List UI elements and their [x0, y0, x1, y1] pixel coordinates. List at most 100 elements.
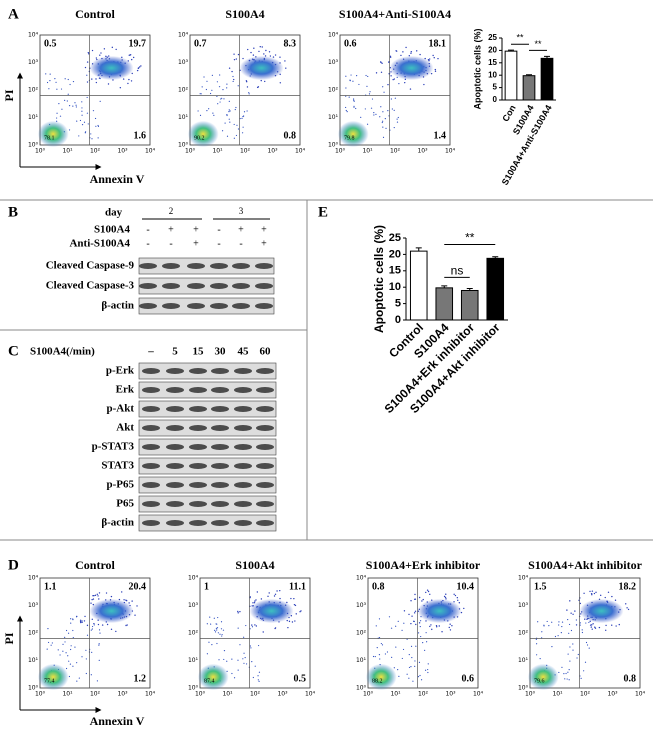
cell-dot: [98, 643, 100, 645]
bar: [486, 257, 505, 321]
cell-dot: [206, 623, 208, 625]
blot-strip: [138, 381, 277, 399]
cell-dot: [90, 629, 92, 631]
cell-dot: [449, 629, 452, 631]
significance-label: ns: [451, 264, 464, 278]
cell-dot: [64, 641, 66, 643]
y-tick-label: 10³: [188, 602, 199, 609]
quadrant-value: 77.4: [44, 678, 55, 684]
time-label: –: [147, 346, 154, 358]
quadrant-value: 90.2: [194, 135, 205, 141]
blot-strip: [138, 400, 277, 418]
x-tick-label: 10³: [445, 691, 456, 698]
cell-dot: [110, 595, 113, 598]
quadrant-value: 1.1: [44, 581, 57, 592]
cell-dot: [255, 625, 258, 627]
cell-dot: [72, 636, 74, 639]
bar: [435, 287, 454, 321]
quadrant-value: 20.4: [129, 581, 147, 592]
blot-row-label: β-actin: [101, 300, 134, 312]
x-tick-label: Con: [500, 103, 517, 123]
cell-dot: [413, 612, 416, 614]
cell-dot: [85, 649, 87, 651]
cell-dot: [231, 70, 233, 73]
cell-dot: [74, 102, 76, 104]
cell-dot: [366, 123, 369, 125]
cell-dot: [414, 593, 416, 596]
bar: [409, 250, 428, 321]
significance-label: **: [465, 231, 475, 245]
cell-dot: [346, 111, 348, 113]
cell-dot: [279, 597, 281, 600]
cell-dot: [381, 644, 384, 646]
cell-dot: [81, 110, 83, 112]
cell-dot: [426, 641, 428, 643]
x-tick-label: 10²: [580, 691, 591, 698]
x-tick-label: 10¹: [212, 148, 223, 155]
blot-strip: [138, 419, 277, 437]
cell-dot: [579, 602, 582, 605]
blot-band: [232, 283, 250, 289]
cell-dot: [206, 80, 208, 82]
cell-dot: [47, 641, 50, 644]
y-axis-label: PI: [2, 89, 16, 101]
cell-dot: [434, 70, 437, 72]
cell-dot: [585, 622, 587, 624]
quadrant-value: 8.3: [284, 38, 297, 49]
blot-band: [210, 283, 228, 289]
cell-dot: [46, 81, 49, 84]
cell-dot: [226, 135, 229, 137]
cell-dot: [50, 644, 52, 646]
time-label: 45: [238, 346, 250, 358]
cell-dot: [390, 98, 392, 100]
cell-dot: [535, 638, 537, 640]
x-tick-label: 10²: [250, 691, 261, 698]
cell-dot: [279, 82, 282, 84]
blot-strip: [138, 297, 275, 315]
cell-dot: [111, 46, 114, 49]
cell-dot: [134, 614, 136, 616]
y-tick-label: 10⁰: [28, 142, 39, 149]
cell-dot: [217, 616, 219, 619]
cell-dot: [95, 57, 98, 59]
cell-dot: [564, 678, 566, 680]
cell-dot: [252, 676, 254, 679]
cell-dot: [425, 632, 427, 634]
y-tick-label: 10³: [178, 59, 189, 66]
panel-letter: D: [8, 557, 19, 573]
cell-dot: [55, 81, 57, 83]
cell-dot: [93, 624, 95, 626]
cell-dot: [246, 86, 249, 88]
error-bar: [508, 49, 514, 52]
cell-dot: [92, 598, 95, 600]
cell-dot: [607, 591, 610, 594]
cell-dot: [79, 619, 82, 621]
cell-dot: [98, 598, 100, 600]
x-tick-label: 10⁰: [35, 691, 46, 698]
cell-dot: [228, 118, 230, 120]
cell-dot: [219, 633, 221, 635]
y-tick-label: 10⁰: [518, 685, 529, 692]
cell-dot: [251, 661, 253, 663]
cell-dot: [274, 593, 277, 595]
cell-dot: [93, 622, 95, 625]
blot-band: [142, 520, 160, 526]
cell-dot: [379, 658, 381, 660]
cell-dot: [85, 658, 87, 660]
cell-dot: [258, 671, 261, 673]
significance-label: **: [516, 33, 524, 43]
cell-dot: [420, 620, 422, 622]
blot-strip: [138, 277, 275, 295]
cell-dot: [59, 654, 61, 656]
cell-dot: [70, 645, 72, 647]
treatment-sign: +: [168, 224, 174, 235]
cell-dot: [88, 53, 90, 55]
quadrant-value: 87.4: [204, 678, 215, 684]
cell-dot: [57, 649, 59, 651]
cell-dot: [226, 113, 228, 116]
cell-dot: [45, 73, 47, 75]
blot-band: [189, 520, 207, 526]
quadrant-value: 18.2: [619, 581, 637, 592]
blot-band: [189, 444, 207, 450]
cell-dot: [223, 98, 225, 100]
